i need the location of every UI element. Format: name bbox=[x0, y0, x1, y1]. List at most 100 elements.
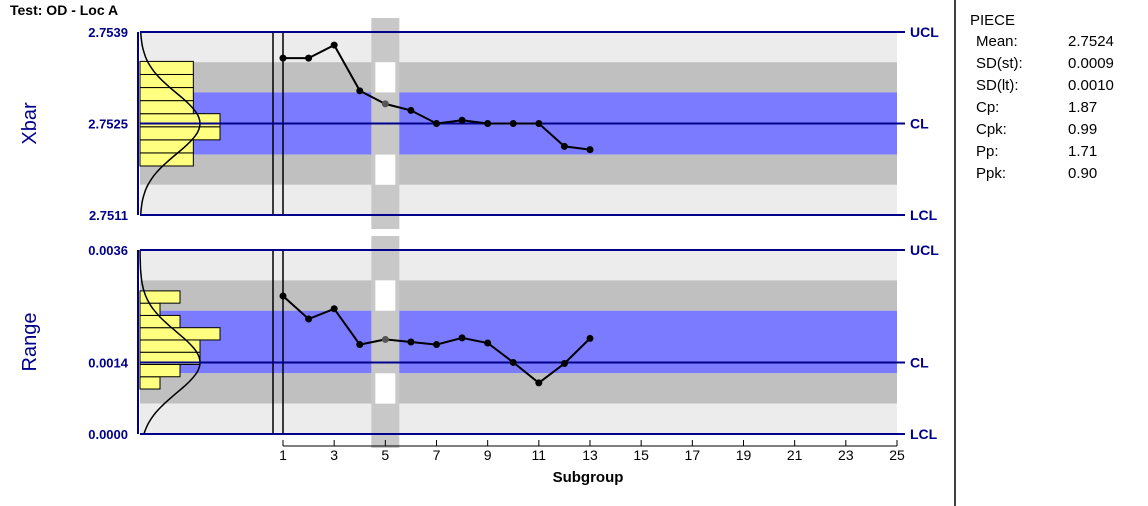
limit-label-ucl: UCL bbox=[910, 24, 939, 40]
limit-label-cl: CL bbox=[910, 116, 929, 132]
x-tick-label: 17 bbox=[685, 447, 701, 463]
stats-row: Mean: 2.7524 bbox=[970, 31, 1140, 53]
highlight-gap bbox=[375, 373, 396, 404]
panel-range: UCL CL LCL 0.0036 0.0014 0.0000 Range bbox=[19, 236, 939, 448]
normal-curve bbox=[139, 250, 201, 435]
zone-band bbox=[140, 280, 897, 311]
histogram-bar bbox=[139, 113, 221, 128]
x-tick-label: 25 bbox=[889, 447, 905, 463]
stats-value: 1.71 bbox=[1068, 143, 1098, 160]
y-tick-label: 0.0000 bbox=[88, 427, 128, 442]
x-tick-label: 23 bbox=[838, 447, 854, 463]
stats-label: Cpk: bbox=[976, 121, 1007, 138]
data-point bbox=[586, 146, 594, 154]
data-point bbox=[458, 116, 466, 124]
stats-label: Ppk: bbox=[976, 165, 1007, 182]
data-point bbox=[305, 54, 313, 62]
limit-label-cl: CL bbox=[910, 354, 929, 370]
stats-title: PIECE bbox=[970, 12, 1016, 29]
histogram-bar bbox=[139, 376, 161, 390]
stats-label: SD(lt): bbox=[976, 77, 1019, 94]
x-axis-label: Subgroup bbox=[553, 469, 624, 486]
data-point bbox=[356, 87, 364, 95]
limit-label-lcl: LCL bbox=[910, 426, 938, 442]
stats-value: 1.87 bbox=[1068, 99, 1098, 116]
zone-band bbox=[140, 250, 897, 281]
data-point bbox=[279, 292, 287, 300]
zone-band bbox=[140, 373, 897, 404]
stats-value: 0.0009 bbox=[1068, 55, 1114, 72]
y-axis-label: Xbar bbox=[19, 102, 41, 145]
stats-value: 0.99 bbox=[1068, 121, 1098, 138]
x-tick-label: 13 bbox=[582, 447, 598, 463]
histogram-bar bbox=[139, 290, 181, 304]
x-tick-label: 9 bbox=[484, 447, 492, 463]
x-tick-label: 15 bbox=[633, 447, 649, 463]
histogram-bar bbox=[139, 327, 221, 341]
stats-row: Cpk: 0.99 bbox=[970, 119, 1140, 141]
stats-value: 2.7524 bbox=[1068, 33, 1114, 50]
stats-label: Mean: bbox=[976, 33, 1018, 50]
data-point bbox=[484, 120, 492, 127]
data-point bbox=[458, 334, 466, 342]
y-tick-label: 0.0036 bbox=[88, 243, 128, 258]
data-point bbox=[560, 359, 568, 367]
data-point bbox=[509, 358, 517, 366]
x-tick-label: 21 bbox=[787, 447, 803, 463]
zone-band bbox=[140, 403, 897, 434]
stats-table: Mean: 2.7524 SD(st): 0.0009 SD(lt): 0.0010 Cp:… bbox=[970, 31, 1140, 185]
limit-label-ucl: UCL bbox=[910, 242, 939, 258]
stats-row: SD(lt): 0.0010 bbox=[970, 75, 1140, 97]
data-point bbox=[560, 142, 568, 150]
x-tick-label: 5 bbox=[381, 447, 389, 463]
data-point bbox=[433, 341, 440, 349]
highlight-gap bbox=[375, 62, 396, 93]
y-tick-label: 0.0014 bbox=[88, 355, 129, 370]
stats-value: 0.0010 bbox=[1068, 77, 1114, 94]
data-point bbox=[381, 335, 389, 343]
data-point bbox=[381, 100, 389, 108]
stats-label: Pp: bbox=[976, 143, 999, 160]
zone-band bbox=[140, 32, 897, 63]
highlight-gap bbox=[375, 280, 396, 311]
limit-label-lcl: LCL bbox=[910, 207, 938, 223]
data-point bbox=[330, 305, 338, 313]
data-point bbox=[433, 120, 440, 127]
zone-band bbox=[140, 310, 897, 374]
data-point bbox=[586, 334, 594, 342]
x-tick-label: 3 bbox=[330, 447, 338, 463]
x-tick-label: 11 bbox=[532, 447, 547, 463]
highlight-gap bbox=[375, 154, 396, 185]
data-point bbox=[535, 120, 543, 127]
data-point bbox=[305, 315, 313, 323]
x-tick-label: 7 bbox=[433, 447, 441, 463]
y-axis-label: Range bbox=[19, 313, 41, 372]
data-point bbox=[484, 339, 492, 347]
stats-row: Cp: 1.87 bbox=[970, 97, 1140, 119]
panel-xbar: UCL CL LCL 2.7539 2.7525 2.7511 Xbar bbox=[19, 18, 939, 229]
zone-band bbox=[140, 184, 897, 215]
stats-panel: PIECE Mean: 2.7524 SD(st): 0.0009 SD(lt): 0.0… bbox=[970, 12, 1140, 185]
stats-row: SD(st): 0.0009 bbox=[970, 53, 1140, 75]
x-tick-label: 19 bbox=[736, 447, 752, 463]
data-point bbox=[407, 106, 415, 114]
histogram-bar bbox=[139, 87, 194, 102]
histogram-bar bbox=[139, 363, 181, 378]
histogram-bar bbox=[139, 152, 194, 167]
zone-band bbox=[140, 62, 897, 93]
data-point bbox=[535, 379, 543, 387]
zone-band bbox=[140, 154, 897, 185]
data-point bbox=[330, 41, 338, 49]
stats-label: SD(st): bbox=[976, 55, 1023, 72]
stats-value: 0.90 bbox=[1068, 165, 1098, 182]
y-tick-label: 2.7511 bbox=[89, 208, 128, 223]
data-point bbox=[279, 54, 287, 62]
data-point bbox=[356, 341, 364, 349]
x-tick-label: 1 bbox=[279, 447, 287, 463]
data-point bbox=[509, 120, 517, 127]
histogram-bar bbox=[139, 100, 194, 115]
stats-row: Ppk: 0.90 bbox=[970, 163, 1140, 185]
stats-row: Pp: 1.71 bbox=[970, 141, 1140, 163]
y-tick-label: 2.7525 bbox=[88, 117, 128, 132]
